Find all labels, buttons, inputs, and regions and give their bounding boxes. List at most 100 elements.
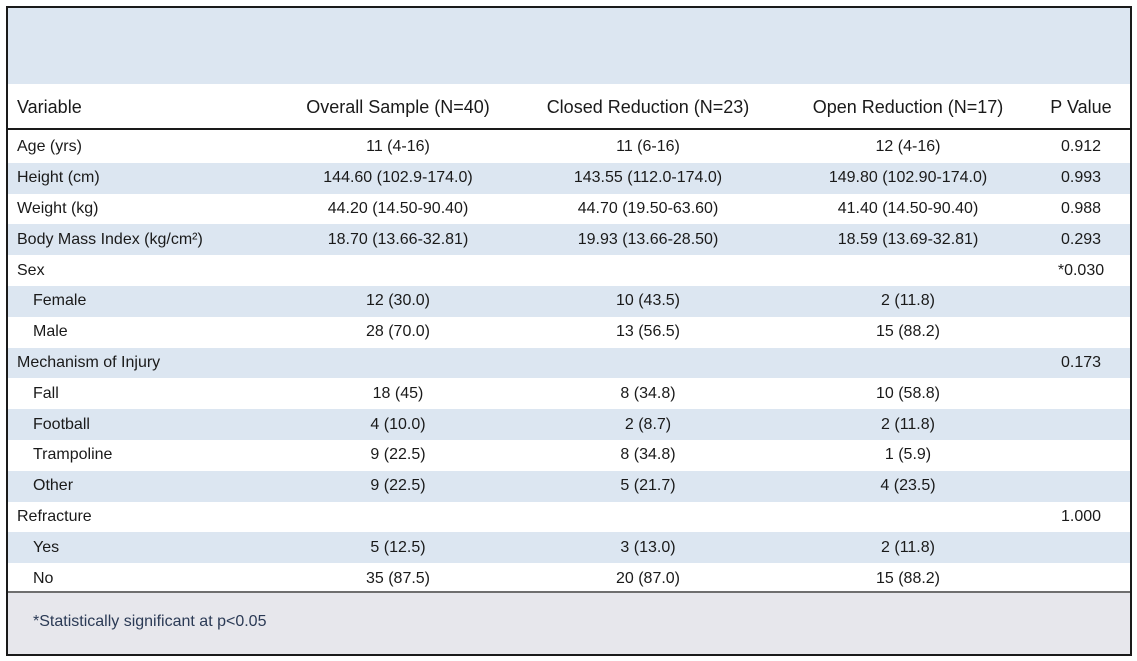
- cell-overall: 28 (70.0): [365, 323, 431, 341]
- cell-overall: 18.70 (13.66-32.81): [327, 230, 469, 248]
- table-row: Refracture 1.000: [8, 502, 1130, 533]
- cell-p-value: 0.293: [1060, 230, 1102, 248]
- cell-open: 18.59 (13.69-32.81): [837, 230, 979, 248]
- table-row: Height (cm) 144.60 (102.9-174.0) 143.55 …: [8, 162, 1130, 194]
- cell-p-value: 1.000: [1060, 507, 1102, 525]
- cell-p-value: [1038, 532, 1124, 563]
- cell-closed: 2 (8.7): [624, 415, 672, 433]
- cell-p-value: 0.173: [1060, 353, 1102, 371]
- cell-p-value: [1038, 471, 1124, 502]
- cell-variable: Weight (kg): [17, 199, 99, 217]
- table-row: Sex *0.030: [8, 255, 1130, 286]
- cell-variable: Sex: [17, 261, 45, 279]
- cell-open: 15 (88.2): [875, 569, 941, 587]
- table-row: Male 28 (70.0) 13 (56.5) 15 (88.2): [8, 317, 1130, 348]
- cell-open: 149.80 (102.90-174.0): [828, 169, 988, 187]
- cell-variable: Height (cm): [17, 169, 100, 187]
- footnote: *Statistically significant at p<0.05: [33, 613, 267, 630]
- cell-open: 2 (11.8): [881, 415, 935, 433]
- cell-overall: [268, 502, 528, 533]
- cell-open: 1 (5.9): [884, 446, 932, 464]
- cell-closed: 3 (13.0): [620, 538, 676, 556]
- cell-open: 41.40 (14.50-90.40): [837, 199, 979, 217]
- table-row: Football 4 (10.0) 2 (8.7) 2 (11.8): [8, 409, 1130, 440]
- cell-open: [778, 255, 1038, 286]
- cell-overall: 12 (30.0): [365, 292, 431, 310]
- cell-overall: [268, 348, 528, 379]
- cell-variable: Trampoline: [33, 446, 113, 464]
- cell-p-value: *0.030: [1057, 261, 1105, 279]
- header-closed-reduction: Closed Reduction (N=23): [546, 96, 750, 117]
- header-p-value: P Value: [1050, 96, 1112, 117]
- cell-p-value: [1038, 286, 1124, 317]
- cell-closed: [518, 255, 778, 286]
- cell-closed: 20 (87.0): [615, 569, 681, 587]
- cell-p-value: [1038, 440, 1124, 471]
- table-row: Weight (kg) 44.20 (14.50-90.40) 44.70 (1…: [8, 194, 1130, 225]
- header-overall-sample: Overall Sample (N=40): [306, 96, 490, 117]
- cell-variable: Refracture: [17, 507, 92, 525]
- cell-closed: 8 (34.8): [620, 384, 676, 402]
- cell-open: [778, 348, 1038, 379]
- table-row: Female 12 (30.0) 10 (43.5) 2 (11.8): [8, 285, 1130, 317]
- cell-open: 4 (23.5): [880, 477, 936, 495]
- cell-variable: Fall: [33, 384, 59, 402]
- cell-variable: Body Mass Index (kg/cm²): [17, 230, 203, 248]
- cell-open: 2 (11.8): [881, 292, 935, 310]
- cell-p-value: 0.988: [1060, 199, 1102, 217]
- cell-closed: 13 (56.5): [615, 323, 681, 341]
- cell-variable: Football: [33, 415, 90, 433]
- cell-closed: 5 (21.7): [620, 477, 676, 495]
- cell-closed: 8 (34.8): [620, 446, 676, 464]
- cell-p-value: [1038, 563, 1124, 594]
- cell-p-value: 0.912: [1060, 138, 1102, 156]
- header-open-reduction: Open Reduction (N=17): [812, 96, 1004, 117]
- cell-p-value: [1038, 409, 1124, 440]
- cell-closed: 10 (43.5): [615, 292, 681, 310]
- table-frame: Variable Overall Sample (N=40) Closed Re…: [6, 6, 1132, 656]
- cell-overall: 11 (4-16): [366, 138, 430, 156]
- cell-p-value: [1038, 378, 1124, 409]
- table-row: Fall 18 (45) 8 (34.8) 10 (58.8): [8, 378, 1130, 409]
- cell-closed: 11 (6-16): [616, 138, 680, 156]
- cell-overall: 9 (22.5): [370, 446, 426, 464]
- cell-overall: 35 (87.5): [365, 569, 431, 587]
- cell-open: 10 (58.8): [875, 384, 941, 402]
- cell-overall: [268, 255, 528, 286]
- cell-open: [778, 502, 1038, 533]
- cell-closed: [518, 348, 778, 379]
- table-row: Mechanism of Injury 0.173: [8, 347, 1130, 379]
- cell-closed: 19.93 (13.66-28.50): [577, 230, 719, 248]
- table-title-band: [8, 8, 1130, 84]
- cell-p-value: 0.993: [1060, 169, 1102, 187]
- cell-overall: 5 (12.5): [370, 538, 426, 556]
- cell-variable: No: [33, 569, 54, 587]
- cell-variable: Male: [33, 323, 68, 341]
- cell-open: 12 (4-16): [875, 138, 941, 156]
- cell-variable: Age (yrs): [17, 138, 82, 156]
- cell-open: 2 (11.8): [881, 538, 935, 556]
- header-variable: Variable: [17, 96, 82, 117]
- cell-overall: 18 (45): [372, 384, 424, 402]
- table-row: No 35 (87.5) 20 (87.0) 15 (88.2): [8, 563, 1130, 594]
- cell-closed: 143.55 (112.0-174.0): [573, 169, 723, 187]
- cell-open: 15 (88.2): [875, 323, 941, 341]
- cell-overall: 44.20 (14.50-90.40): [327, 199, 469, 217]
- cell-p-value: [1038, 317, 1124, 348]
- table-row: Other 9 (22.5) 5 (21.7) 4 (23.5): [8, 470, 1130, 502]
- table-header-row: Variable Overall Sample (N=40) Closed Re…: [8, 84, 1130, 130]
- cell-overall: 9 (22.5): [370, 477, 426, 495]
- table-body: Age (yrs) 11 (4-16) 11 (6-16) 12 (4-16) …: [8, 132, 1130, 594]
- cell-variable: Other: [33, 477, 74, 495]
- table-bottom-rule: [8, 591, 1130, 593]
- cell-variable: Yes: [33, 538, 60, 556]
- table-footer: *Statistically significant at p<0.05: [8, 593, 1130, 654]
- table-row: Body Mass Index (kg/cm²) 18.70 (13.66-32…: [8, 224, 1130, 256]
- table-row: Yes 5 (12.5) 3 (13.0) 2 (11.8): [8, 532, 1130, 564]
- cell-overall: 144.60 (102.9-174.0): [323, 169, 473, 187]
- cell-variable: Female: [33, 292, 87, 310]
- table-row: Trampoline 9 (22.5) 8 (34.8) 1 (5.9): [8, 440, 1130, 471]
- cell-overall: 4 (10.0): [370, 415, 426, 433]
- table-row: Age (yrs) 11 (4-16) 11 (6-16) 12 (4-16) …: [8, 132, 1130, 163]
- cell-variable: Mechanism of Injury: [17, 353, 161, 371]
